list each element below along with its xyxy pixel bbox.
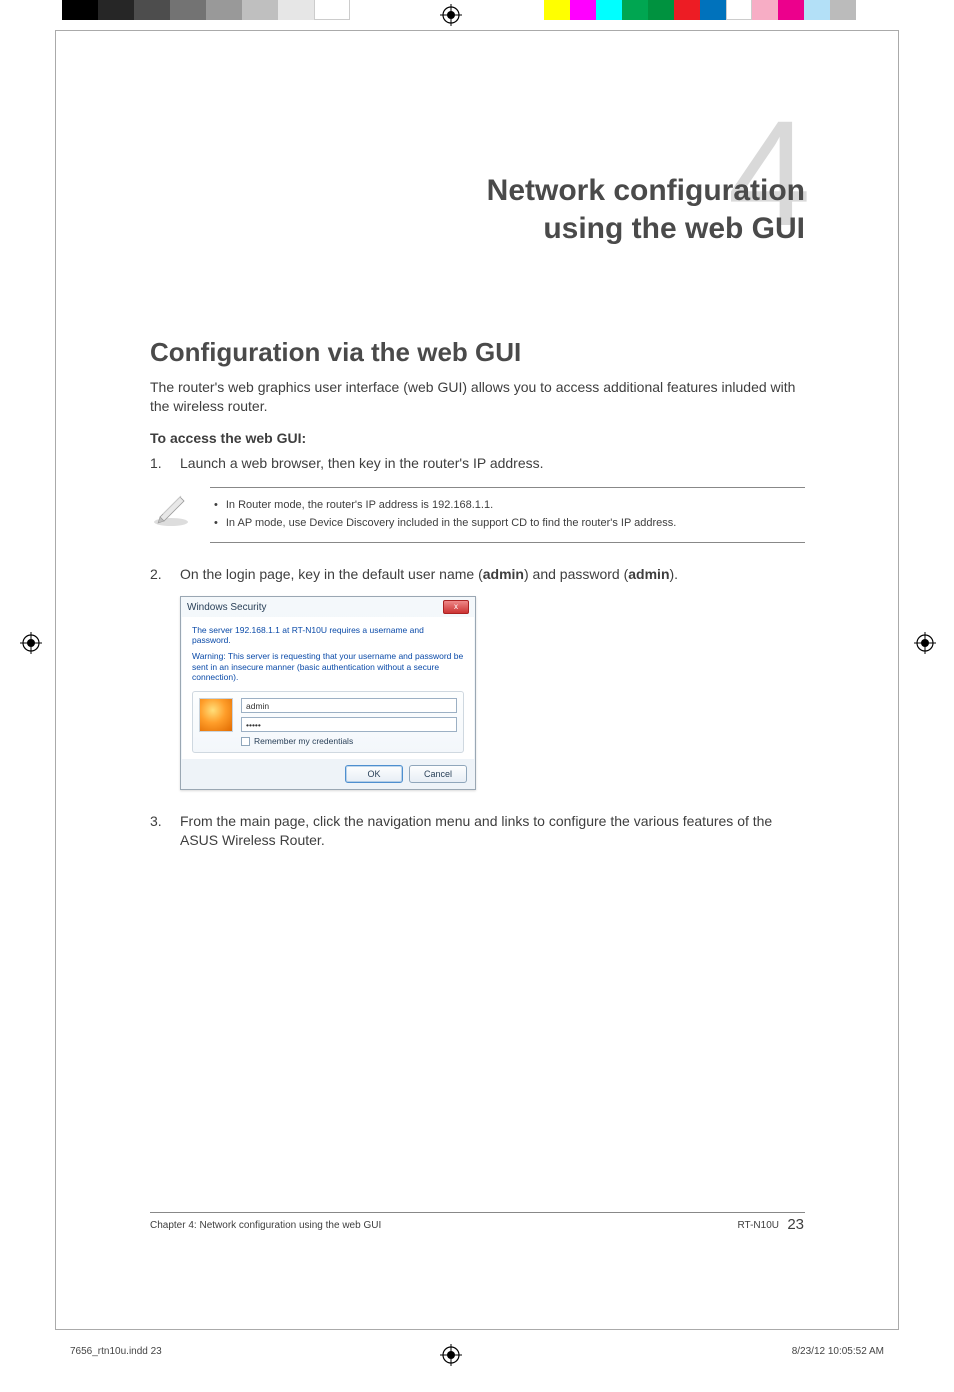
gray-swatch-1 <box>62 0 98 20</box>
section-intro: The router's web graphics user interface… <box>150 378 805 416</box>
step-2-number: 2. <box>150 565 168 584</box>
footer-rule <box>150 1212 805 1213</box>
registration-mark-bottom <box>440 1344 462 1366</box>
gray-swatch-6 <box>242 0 278 20</box>
color-swatch-1 <box>544 0 570 20</box>
color-swatch-11 <box>804 0 830 20</box>
color-swatch-4 <box>622 0 648 20</box>
password-input[interactable]: ••••• <box>241 717 457 732</box>
color-swatch-8 <box>726 0 752 20</box>
chapter-title-line-1: Network configuration <box>487 174 805 207</box>
username-input[interactable]: admin <box>241 698 457 713</box>
footer-page-number: 23 <box>787 1216 804 1233</box>
section-subhead: To access the web GUI: <box>150 430 805 446</box>
remember-credentials-row[interactable]: Remember my credentials <box>241 736 457 746</box>
color-swatch-2 <box>570 0 596 20</box>
color-swatch-10 <box>778 0 804 20</box>
gray-swatch-3 <box>134 0 170 20</box>
step-1-text: Launch a web browser, then key in the ro… <box>180 454 805 473</box>
close-icon: x <box>454 602 458 611</box>
gray-swatch-5 <box>206 0 242 20</box>
color-swatch-6 <box>674 0 700 20</box>
dialog-server-line: The server 192.168.1.1 at RT-N10U requir… <box>192 625 464 651</box>
printer-color-bar-top <box>0 0 954 20</box>
page-content: 4 Network configuration using the web GU… <box>150 110 805 850</box>
ok-button[interactable]: OK <box>345 765 403 783</box>
step-2: 2. On the login page, key in the default… <box>150 565 805 584</box>
dialog-button-row: OK Cancel <box>181 759 475 789</box>
remember-label: Remember my credentials <box>254 736 353 746</box>
note-body: In Router mode, the router's IP address … <box>210 487 805 544</box>
registration-mark-right <box>914 632 936 654</box>
registration-mark-left <box>20 632 42 654</box>
gray-swatch-2 <box>98 0 134 20</box>
step-1: 1. Launch a web browser, then key in the… <box>150 454 805 473</box>
color-swatch-3 <box>596 0 622 20</box>
slug-timestamp: 8/23/12 10:05:52 AM <box>792 1346 884 1357</box>
pencil-note-icon <box>150 487 192 529</box>
windows-security-dialog: Windows Security x The server 192.168.1.… <box>180 596 476 790</box>
cancel-button[interactable]: Cancel <box>409 765 467 783</box>
gray-swatch-4 <box>170 0 206 20</box>
step-3-number: 3. <box>150 812 168 850</box>
note-item-2: In AP mode, use Device Discovery include… <box>226 516 676 530</box>
dialog-credentials-panel: admin ••••• Remember my credentials <box>192 691 464 753</box>
color-swatch-5 <box>648 0 674 20</box>
dialog-close-button[interactable]: x <box>443 600 469 614</box>
dialog-fields: admin ••••• Remember my credentials <box>241 698 457 746</box>
note-item-1: In Router mode, the router's IP address … <box>226 498 493 512</box>
chapter-title: Network configuration using the web GUI <box>150 172 805 247</box>
dialog-content: The server 192.168.1.1 at RT-N10U requir… <box>182 617 474 759</box>
gray-swatch-8 <box>314 0 350 20</box>
footer-model-label: RT-N10U <box>738 1220 780 1231</box>
dialog-warning-text: Warning: This server is requesting that … <box>192 651 464 691</box>
slug-filename: 7656_rtn10u.indd 23 <box>70 1346 162 1357</box>
dialog-titlebar: Windows Security x <box>181 597 475 617</box>
step-3-text: From the main page, click the navigation… <box>180 812 805 850</box>
footer-chapter-label: Chapter 4: Network configuration using t… <box>150 1220 381 1231</box>
gray-swatch-7 <box>278 0 314 20</box>
chapter-title-line-2: using the web GUI <box>543 212 805 245</box>
step-2-text: On the login page, key in the default us… <box>180 565 805 584</box>
step-3: 3. From the main page, click the navigat… <box>150 812 805 850</box>
registration-mark-top <box>440 4 462 26</box>
color-swatch-12 <box>830 0 856 20</box>
color-swatch-7 <box>700 0 726 20</box>
dialog-title-text: Windows Security <box>187 602 266 613</box>
color-swatch-9 <box>752 0 778 20</box>
step-1-number: 1. <box>150 454 168 473</box>
section-title: Configuration via the web GUI <box>150 337 805 368</box>
note-block: In Router mode, the router's IP address … <box>150 487 805 544</box>
remember-checkbox[interactable] <box>241 737 250 746</box>
dialog-avatar-icon <box>199 698 233 732</box>
